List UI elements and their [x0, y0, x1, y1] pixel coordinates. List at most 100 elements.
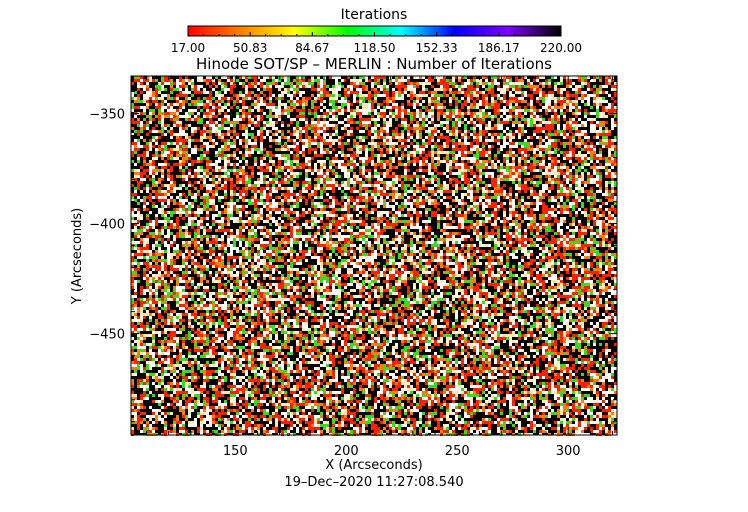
heatmap-cell	[341, 214, 344, 217]
heatmap-cell	[305, 157, 308, 160]
heatmap-cell	[479, 133, 482, 136]
heatmap-cell	[596, 172, 599, 175]
heatmap-cell	[512, 175, 515, 178]
heatmap-cell	[536, 91, 539, 94]
heatmap-cell	[527, 124, 530, 127]
heatmap-cell	[344, 88, 347, 91]
heatmap-cell	[296, 205, 299, 208]
heatmap-cell	[257, 118, 260, 121]
heatmap-cell	[248, 121, 251, 124]
heatmap-cell	[536, 76, 539, 79]
heatmap-cell	[278, 100, 281, 103]
heatmap-cell	[434, 211, 437, 214]
heatmap-cell	[437, 100, 440, 103]
heatmap-cell	[356, 100, 359, 103]
heatmap-cell	[422, 76, 425, 79]
heatmap-cell	[263, 181, 266, 184]
heatmap-cell	[389, 193, 392, 196]
heatmap-cell	[578, 199, 581, 202]
heatmap-cell	[455, 181, 458, 184]
heatmap-cell	[596, 178, 599, 181]
heatmap-cell	[224, 211, 227, 214]
heatmap-cell	[539, 139, 542, 142]
heatmap-cell	[245, 136, 248, 139]
heatmap-cell	[272, 139, 275, 142]
heatmap-cell	[503, 166, 506, 169]
heatmap-cell	[482, 109, 485, 112]
heatmap-cell	[356, 91, 359, 94]
heatmap-cell	[218, 181, 221, 184]
heatmap-cell	[206, 211, 209, 214]
heatmap-cell	[137, 139, 140, 142]
heatmap-cell	[476, 145, 479, 148]
heatmap-cell	[461, 115, 464, 118]
heatmap-cell	[179, 127, 182, 130]
heatmap-cell	[506, 85, 509, 88]
heatmap-cell	[203, 127, 206, 130]
heatmap-cell	[374, 142, 377, 145]
heatmap-cell	[152, 136, 155, 139]
heatmap-cell	[239, 193, 242, 196]
heatmap-cell	[320, 145, 323, 148]
heatmap-cell	[377, 145, 380, 148]
heatmap-cell	[212, 169, 215, 172]
heatmap-cell	[419, 76, 422, 79]
heatmap-cell	[575, 85, 578, 88]
heatmap-cell	[440, 199, 443, 202]
heatmap-cell	[596, 157, 599, 160]
heatmap-cell	[464, 163, 467, 166]
heatmap-cell	[239, 142, 242, 145]
heatmap-cell	[548, 196, 551, 199]
heatmap-cell	[419, 94, 422, 97]
heatmap-cell	[332, 76, 335, 79]
heatmap-cell	[497, 184, 500, 187]
heatmap-cell	[413, 124, 416, 127]
heatmap-cell	[581, 202, 584, 205]
heatmap-cell	[383, 172, 386, 175]
heatmap-cell	[404, 190, 407, 193]
heatmap-cell	[614, 139, 617, 142]
heatmap-cell	[458, 88, 461, 91]
heatmap-cell	[242, 127, 245, 130]
colorbar-tick-label: 50.83	[233, 41, 267, 55]
heatmap-cell	[149, 169, 152, 172]
heatmap-cell	[311, 148, 314, 151]
heatmap-cell	[587, 163, 590, 166]
heatmap-cell	[236, 112, 239, 115]
heatmap-cell	[287, 79, 290, 82]
heatmap-cell	[395, 178, 398, 181]
heatmap-cell	[233, 193, 236, 196]
heatmap-cell	[554, 142, 557, 145]
heatmap-cell	[551, 133, 554, 136]
heatmap-cell	[293, 181, 296, 184]
heatmap-cell	[200, 145, 203, 148]
heatmap-cell	[158, 130, 161, 133]
heatmap-cell	[497, 187, 500, 190]
heatmap-cell	[521, 196, 524, 199]
heatmap-cell	[164, 106, 167, 109]
heatmap-cell	[173, 112, 176, 115]
heatmap-cell	[527, 145, 530, 148]
heatmap-cell	[518, 100, 521, 103]
heatmap-cell	[323, 112, 326, 115]
heatmap-cell	[170, 199, 173, 202]
heatmap-cell	[458, 115, 461, 118]
heatmap-cell	[245, 163, 248, 166]
heatmap-cell	[521, 184, 524, 187]
heatmap-cell	[587, 88, 590, 91]
heatmap-cell	[176, 139, 179, 142]
heatmap-cell	[509, 79, 512, 82]
heatmap-cell	[362, 94, 365, 97]
heatmap-cell	[452, 139, 455, 142]
heatmap-cell	[134, 142, 137, 145]
heatmap-cell	[515, 103, 518, 106]
heatmap-cell	[455, 136, 458, 139]
heatmap-cell	[521, 127, 524, 130]
heatmap-cell	[200, 208, 203, 211]
heatmap-cell	[281, 76, 284, 79]
heatmap-cell	[296, 97, 299, 100]
heatmap-cell	[383, 187, 386, 190]
heatmap-cell	[206, 202, 209, 205]
heatmap-cell	[143, 139, 146, 142]
heatmap-cell	[266, 76, 269, 79]
